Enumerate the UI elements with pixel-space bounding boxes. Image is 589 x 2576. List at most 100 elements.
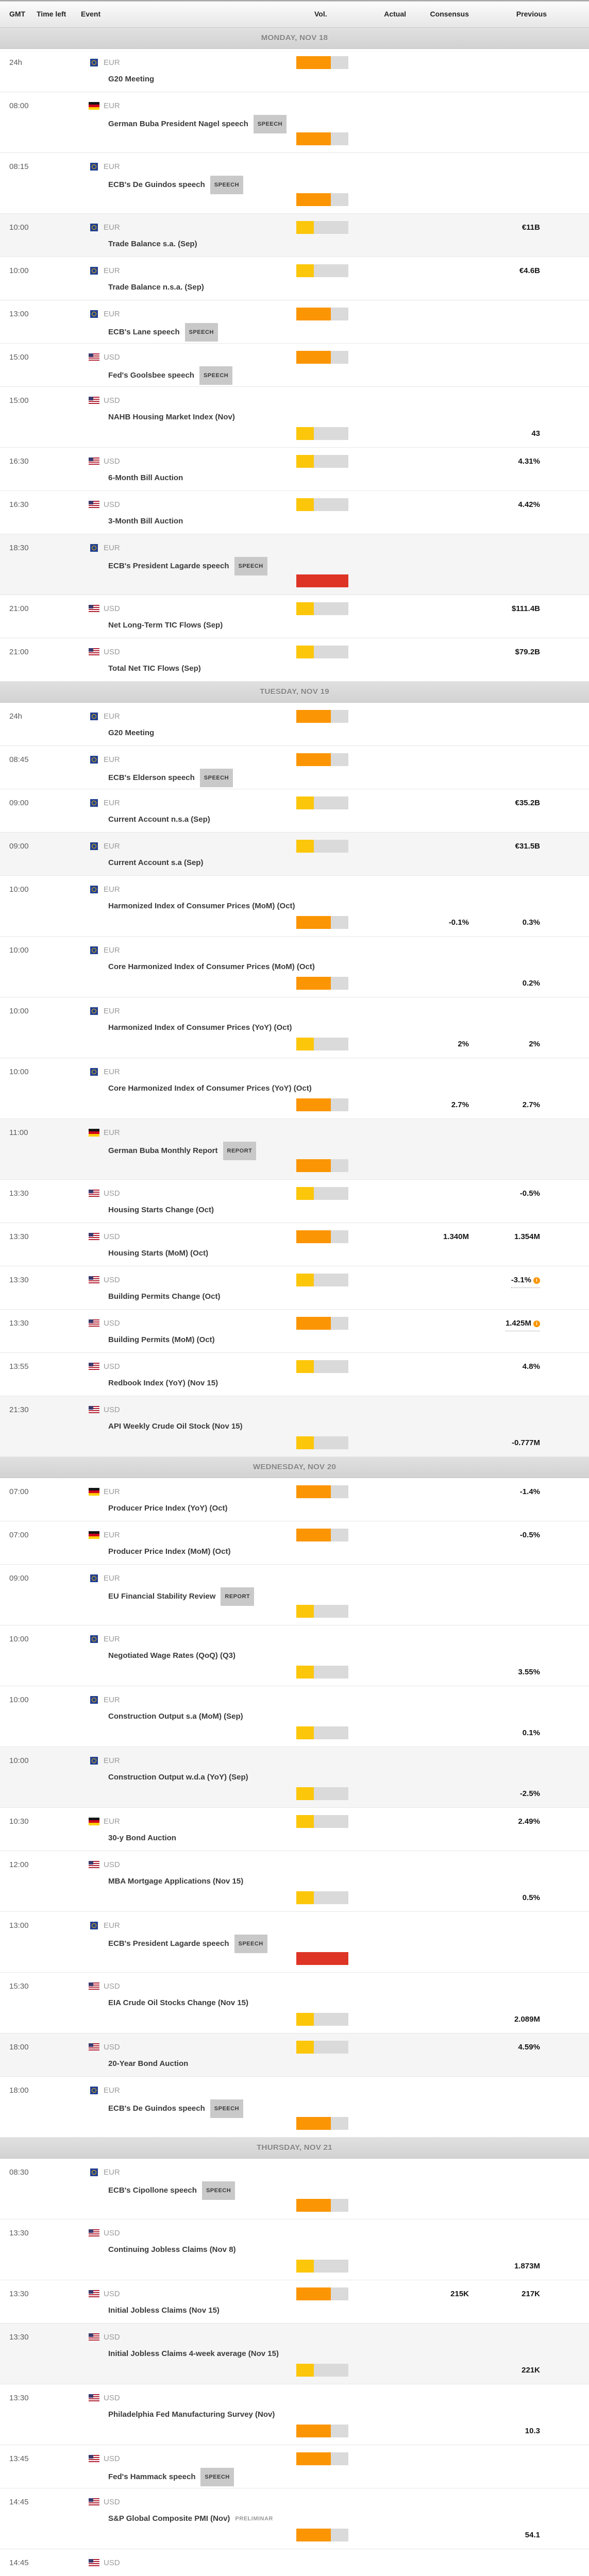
event-row[interactable]: 10:00 EUR Harmonized Index of Consumer P…: [0, 876, 589, 937]
event-name[interactable]: ECB's President Lagarde speech: [108, 1939, 229, 1948]
event-name[interactable]: Harmonized Index of Consumer Prices (YoY…: [108, 1023, 292, 1032]
event-name[interactable]: Current Account n.s.a (Sep): [108, 815, 210, 824]
event-row[interactable]: 09:00 EUR €35.2B Current Account n.s.a (…: [0, 789, 589, 833]
event-row[interactable]: 15:30 USD EIA Crude Oil Stocks Change (N…: [0, 1973, 589, 2033]
event-name[interactable]: S&P Global Manufacturing PMI (Nov): [108, 2575, 243, 2576]
event-row[interactable]: 13:30 USD -0.5% Housing Starts Change (O…: [0, 1180, 589, 1223]
event-name[interactable]: MBA Mortgage Applications (Nov 15): [108, 1877, 244, 1886]
event-row[interactable]: 13:00 EUR ECB's Lane speech SPEECH: [0, 300, 589, 344]
event-name[interactable]: Fed's Goolsbee speech: [108, 371, 194, 380]
event-name[interactable]: Continuing Jobless Claims (Nov 8): [108, 2245, 236, 2254]
event-row[interactable]: 18:30 EUR ECB's President Lagarde speech…: [0, 534, 589, 595]
event-row[interactable]: 10:00 EUR €4.6B Trade Balance n.s.a. (Se…: [0, 257, 589, 300]
event-name[interactable]: EIA Crude Oil Stocks Change (Nov 15): [108, 1998, 248, 2007]
event-row[interactable]: 14:45 USD S&P Global Manufacturing PMI (…: [0, 2549, 589, 2576]
event-name[interactable]: ECB's Cipollone speech: [108, 2186, 197, 2195]
event-name[interactable]: ECB's Elderson speech: [108, 773, 195, 783]
event-name[interactable]: German Buba Monthly Report: [108, 1146, 218, 1156]
event-row[interactable]: 08:15 EUR ECB's De Guindos speech SPEECH: [0, 153, 589, 214]
event-name[interactable]: Fed's Hammack speech: [108, 2472, 196, 2482]
info-icon[interactable]: [533, 1320, 540, 1327]
gmt-time: 07:00: [9, 1487, 29, 1496]
event-row[interactable]: 10:00 EUR Negotiated Wage Rates (QoQ) (Q…: [0, 1625, 589, 1686]
event-name[interactable]: Housing Starts (MoM) (Oct): [108, 1249, 209, 1258]
event-name[interactable]: Initial Jobless Claims 4-week average (N…: [108, 2349, 279, 2358]
event-row[interactable]: 08:45 EUR ECB's Elderson speech SPEECH: [0, 746, 589, 789]
event-name[interactable]: Building Permits Change (Oct): [108, 1292, 221, 1301]
event-name[interactable]: Housing Starts Change (Oct): [108, 1206, 214, 1214]
event-name[interactable]: Initial Jobless Claims (Nov 15): [108, 2306, 220, 2315]
event-row[interactable]: 10:30 EUR 2.49% 30-y Bond Auction: [0, 1808, 589, 1851]
event-name[interactable]: G20 Meeting: [108, 75, 155, 83]
event-name[interactable]: Trade Balance s.a. (Sep): [108, 240, 197, 248]
event-row[interactable]: 13:30 USD -3.1% Building Permits Change …: [0, 1266, 589, 1310]
event-row[interactable]: 13:30 USD 215K 217K Initial Jobless Clai…: [0, 2280, 589, 2324]
event-row[interactable]: 16:30 USD 4.31% 6-Month Bill Auction: [0, 448, 589, 491]
event-row[interactable]: 13:30 USD Continuing Jobless Claims (Nov…: [0, 2219, 589, 2280]
event-name[interactable]: G20 Meeting: [108, 728, 155, 737]
event-row[interactable]: 13:45 USD Fed's Hammack speech SPEECH: [0, 2445, 589, 2488]
event-name[interactable]: 3-Month Bill Auction: [108, 517, 183, 526]
event-row[interactable]: 24h EUR G20 Meeting: [0, 703, 589, 746]
event-name[interactable]: Core Harmonized Index of Consumer Prices…: [108, 1084, 312, 1093]
event-row[interactable]: 10:00 EUR Harmonized Index of Consumer P…: [0, 997, 589, 1058]
event-row[interactable]: 15:00 USD Fed's Goolsbee speech SPEECH: [0, 344, 589, 387]
event-name[interactable]: 20-Year Bond Auction: [108, 2059, 189, 2068]
event-row[interactable]: 13:30 USD Philadelphia Fed Manufacturing…: [0, 2384, 589, 2445]
event-name[interactable]: 6-Month Bill Auction: [108, 473, 183, 482]
event-row[interactable]: 13:30 USD Initial Jobless Claims 4-week …: [0, 2324, 589, 2384]
event-name[interactable]: S&P Global Composite PMI (Nov): [108, 2514, 230, 2523]
event-name[interactable]: Redbook Index (YoY) (Nov 15): [108, 1379, 218, 1387]
event-name[interactable]: Trade Balance n.s.a. (Sep): [108, 283, 204, 292]
us-flag-icon: [89, 2498, 99, 2506]
event-name[interactable]: German Buba President Nagel speech: [108, 120, 248, 129]
event-name[interactable]: ECB's President Lagarde speech: [108, 562, 229, 571]
event-row[interactable]: 09:00 EUR EU Financial Stability Review R…: [0, 1565, 589, 1625]
event-name[interactable]: NAHB Housing Market Index (Nov): [108, 413, 235, 421]
event-row[interactable]: 21:00 USD $79.2B Total Net TIC Flows (Se…: [0, 638, 589, 682]
event-name[interactable]: EU Financial Stability Review: [108, 1592, 216, 1601]
event-name[interactable]: API Weekly Crude Oil Stock (Nov 15): [108, 1422, 243, 1431]
event-name[interactable]: ECB's Lane speech: [108, 328, 180, 337]
event-name[interactable]: ECB's De Guindos speech: [108, 180, 205, 190]
event-name[interactable]: Construction Output w.d.a (YoY) (Sep): [108, 1773, 248, 1782]
event-row[interactable]: 24h EUR G20 Meeting: [0, 49, 589, 92]
event-row[interactable]: 13:55 USD 4.8% Redbook Index (YoY) (Nov …: [0, 1353, 589, 1396]
event-row[interactable]: 13:30 USD 1.340M 1.354M Housing Starts (…: [0, 1223, 589, 1266]
event-name[interactable]: Total Net TIC Flows (Sep): [108, 664, 201, 673]
event-name[interactable]: Producer Price Index (MoM) (Oct): [108, 1547, 231, 1556]
event-row[interactable]: 10:00 EUR Construction Output s.a (MoM) …: [0, 1686, 589, 1747]
event-name[interactable]: 30-y Bond Auction: [108, 1834, 176, 1842]
info-icon[interactable]: [533, 1277, 540, 1284]
event-name[interactable]: Philadelphia Fed Manufacturing Survey (N…: [108, 2410, 275, 2419]
event-row[interactable]: 10:00 EUR Construction Output w.d.a (YoY…: [0, 1747, 589, 1808]
event-name[interactable]: Producer Price Index (YoY) (Oct): [108, 1504, 228, 1513]
event-name[interactable]: Construction Output s.a (MoM) (Sep): [108, 1712, 243, 1721]
event-row[interactable]: 07:00 EUR -0.5% Producer Price Index (Mo…: [0, 1521, 589, 1565]
event-row[interactable]: 09:00 EUR €31.5B Current Account s.a (Se…: [0, 833, 589, 876]
event-name[interactable]: Net Long-Term TIC Flows (Sep): [108, 621, 223, 630]
event-name[interactable]: ECB's De Guindos speech: [108, 2104, 205, 2113]
event-row[interactable]: 15:00 USD NAHB Housing Market Index (Nov…: [0, 387, 589, 448]
event-row[interactable]: 18:00 EUR ECB's De Guindos speech SPEECH: [0, 2077, 589, 2138]
event-row[interactable]: 11:00 EUR German Buba Monthly Report REPO…: [0, 1119, 589, 1180]
event-name[interactable]: Harmonized Index of Consumer Prices (MoM…: [108, 902, 295, 910]
event-row[interactable]: 21:00 USD $111.4B Net Long-Term TIC Flow…: [0, 595, 589, 638]
event-row[interactable]: 08:00 EUR German Buba President Nagel sp…: [0, 92, 589, 153]
event-name[interactable]: Negotiated Wage Rates (QoQ) (Q3): [108, 1651, 235, 1660]
event-row[interactable]: 14:45 USD S&P Global Composite PMI (Nov)…: [0, 2488, 589, 2549]
event-row[interactable]: 12:00 USD MBA Mortgage Applications (Nov…: [0, 1851, 589, 1912]
event-row[interactable]: 10:00 EUR €11B Trade Balance s.a. (Sep): [0, 214, 589, 257]
event-row[interactable]: 13:00 EUR ECB's President Lagarde speech…: [0, 1912, 589, 1973]
event-row[interactable]: 16:30 USD 4.42% 3-Month Bill Auction: [0, 491, 589, 534]
event-row[interactable]: 21:30 USD API Weekly Crude Oil Stock (No…: [0, 1396, 589, 1457]
event-row[interactable]: 13:30 USD 1.425M Building Permits (MoM) …: [0, 1310, 589, 1353]
event-row[interactable]: 10:00 EUR Core Harmonized Index of Consu…: [0, 937, 589, 997]
event-row[interactable]: 07:00 EUR -1.4% Producer Price Index (Yo…: [0, 1478, 589, 1521]
event-name[interactable]: Core Harmonized Index of Consumer Prices…: [108, 962, 315, 971]
event-row[interactable]: 18:00 USD 4.59% 20-Year Bond Auction: [0, 2033, 589, 2077]
event-name[interactable]: Current Account s.a (Sep): [108, 858, 204, 867]
event-name[interactable]: Building Permits (MoM) (Oct): [108, 1335, 215, 1344]
event-row[interactable]: 08:30 EUR ECB's Cipollone speech SPEECH: [0, 2159, 589, 2219]
event-row[interactable]: 10:00 EUR Core Harmonized Index of Consu…: [0, 1058, 589, 1119]
